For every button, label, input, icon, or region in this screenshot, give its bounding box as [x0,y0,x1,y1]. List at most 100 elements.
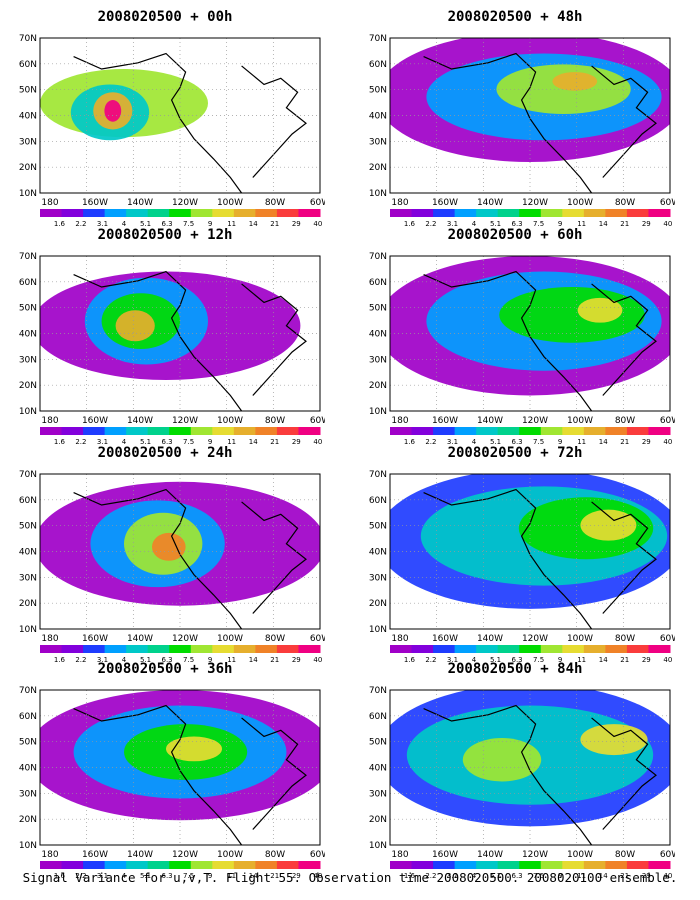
colorbar-label: 11 [577,220,586,228]
colorbar-label: 9 [558,220,562,228]
lat-tick-label: 20N [19,815,37,825]
coastline [423,704,593,845]
lon-tick-label: 180 [41,416,58,426]
colorbar-swatch [61,209,84,217]
variance-contour [115,310,155,342]
map-panel: 2008020500 + 00h 70N 60N 50N 40N 30N 20N 10N 180… [5,8,325,238]
lat-tick-label: 70N [19,686,37,696]
colorbar-swatch [454,427,477,435]
map-plot: 70N 60N 50N 40N 30N 20N 10N 180 160W 140W 120W 100W… [369,470,675,664]
panel-title: 2008020500 + 36h [97,661,233,677]
lat-tick-label: 30N [369,355,387,365]
colorbar-label: 9 [558,438,562,446]
lon-tick-label: 60W [660,416,675,426]
colorbar-label: 2.2 [425,656,436,664]
colorbar-label: 11 [577,438,586,446]
lon-tick-label: 100W [567,198,593,208]
map-plot: 70N 60N 50N 40N 30N 20N 10N 180 160W 140W 120W 100W… [19,470,325,664]
map-frame [39,473,321,630]
colorbar-swatch [562,645,585,653]
lon-tick-label: 80W [265,850,285,860]
colorbar-swatch [276,427,299,435]
colorbar-swatch [497,645,520,653]
colorbar-swatch [626,645,649,653]
colorbar-label: 40 [663,656,672,664]
panel-title: 2008020500 + 72h [447,445,583,461]
lon-tick-label: 60W [660,634,675,644]
colorbar-label: 6.3 [162,656,173,664]
lat-tick-label: 60N [19,712,37,722]
map-plot: 70N 60N 50N 40N 30N 20N 10N 180 160W 140W 120W 100W… [369,252,675,446]
map-panel: 2008020500 + 72h 70N 60N 50N 40N 30N 20N 10N 180… [355,444,675,674]
colorbar-swatch [497,209,520,217]
colorbar-swatch [169,645,192,653]
colorbar-swatch [212,861,235,869]
colorbar-label: 21 [270,438,279,446]
colorbar-label: 6.3 [162,872,173,880]
lon-tick-label: 100W [567,634,593,644]
colorbar-swatch [126,861,149,869]
colorbar-label: 3.1 [97,872,108,880]
colorbar-label: 9 [208,872,212,880]
colorbar-label: 1.6 [404,220,416,228]
lat-tick-label: 40N [369,764,387,774]
colorbar-label: 21 [270,220,279,228]
lat-tick-label: 20N [369,381,387,391]
lat-tick-label: 60N [19,60,37,70]
colorbar-swatch [433,861,456,869]
map-plot: 70N 60N 50N 40N 30N 20N 10N 180 160W 140W 120W 100W… [19,252,325,446]
colorbar-swatch [540,427,563,435]
colorbar-swatch [298,427,321,435]
colorbar-swatch [147,209,170,217]
colorbar-label: 14 [599,656,608,664]
colorbar-label: 1.6 [54,872,66,880]
colorbar-label: 21 [620,438,629,446]
lon-tick-label: 120W [522,634,548,644]
lat-tick-label: 60N [369,278,387,288]
lat-tick-label: 20N [19,381,37,391]
colorbar-swatch [61,427,84,435]
colorbar-label: 29 [642,656,651,664]
colorbar-swatch [190,645,213,653]
lat-tick-label: 30N [19,137,37,147]
lon-tick-label: 160W [432,850,458,860]
colorbar-label: 3.1 [447,872,458,880]
colorbar-swatch [212,645,235,653]
map-panel: 2008020500 + 12h 70N 60N 50N 40N 30N 20N 10N 180… [5,226,325,456]
colorbar-swatch [40,209,63,217]
colorbar-label: 14 [249,872,258,880]
map-panel: 2008020500 + 60h 70N 60N 50N 40N 30N 20N 10N 180… [355,226,675,456]
colorbar-swatch [605,427,628,435]
colorbar-swatch [433,209,456,217]
colorbar-swatch [605,209,628,217]
colorbar-label: 14 [249,220,258,228]
map-frame [39,689,321,846]
variance-contour [152,532,186,561]
colorbar-label: 14 [249,438,258,446]
colorbar-label: 5.1 [490,438,501,446]
lon-tick-label: 120W [172,850,198,860]
lon-tick-label: 140W [127,634,153,644]
colorbar-label: 3.1 [97,656,108,664]
colorbar-swatch [390,209,413,217]
colorbar-swatch [583,861,606,869]
colorbar-swatch [626,209,649,217]
colorbar-swatch [126,209,149,217]
lon-tick-label: 100W [567,416,593,426]
colorbar-swatch [255,427,278,435]
colorbar-label: 40 [313,872,322,880]
colorbar-label: 29 [292,438,301,446]
colorbar-swatch [83,861,106,869]
lat-tick-label: 20N [19,599,37,609]
colorbar-swatch [390,645,413,653]
colorbar-swatch [104,645,127,653]
panel-title: 2008020500 + 00h [97,9,233,25]
colorbar-label: 40 [313,656,322,664]
lat-tick-label: 40N [19,330,37,340]
map-frame [389,255,671,412]
colorbar-label: 29 [292,656,301,664]
map-plot: 70N 60N 50N 40N 30N 20N 10N 180 160W 140W 120W 100W… [19,686,325,880]
lon-tick-label: 180 [391,634,408,644]
colorbar-label: 7.5 [533,656,544,664]
colorbar-label: 4 [472,220,477,228]
